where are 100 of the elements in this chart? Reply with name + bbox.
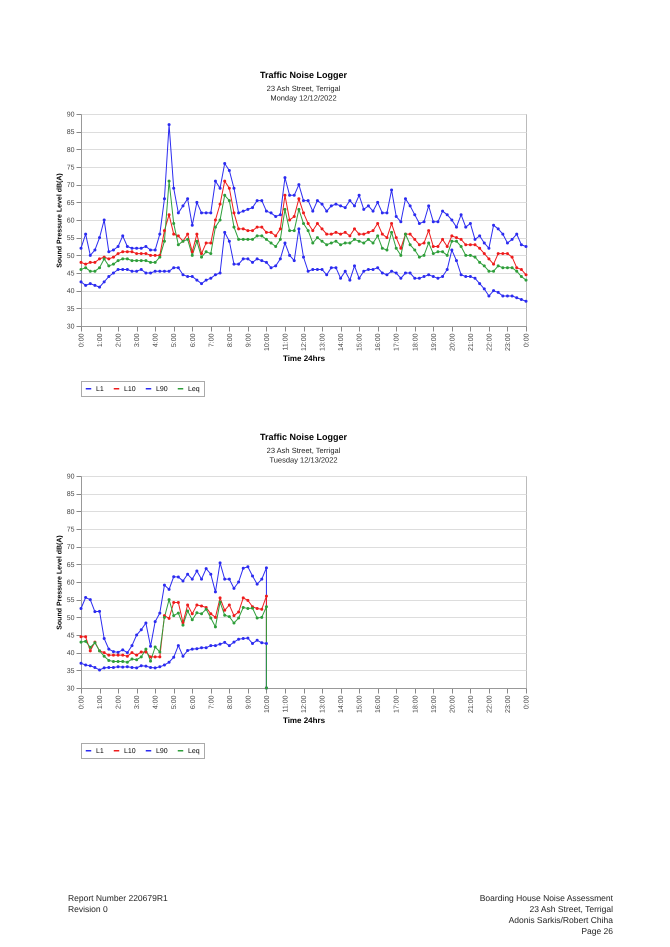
point: [176, 644, 180, 648]
point: [200, 578, 204, 581]
point: [168, 660, 171, 664]
point: [190, 648, 194, 651]
point: [195, 570, 198, 573]
point: [158, 650, 162, 654]
point: [80, 607, 82, 610]
point: [162, 584, 166, 587]
point: [168, 616, 171, 620]
point: [190, 618, 194, 622]
point: [107, 648, 110, 651]
point: [223, 640, 226, 644]
point: [237, 638, 240, 641]
point: [228, 615, 231, 618]
point: [214, 625, 217, 628]
point: [158, 665, 162, 668]
point: [204, 646, 208, 650]
point: [140, 650, 143, 654]
point: [209, 612, 212, 616]
point: [140, 628, 143, 632]
point: [112, 650, 115, 654]
point: [264, 594, 268, 598]
point: [246, 598, 250, 602]
point: [195, 611, 198, 614]
point: [195, 647, 198, 650]
point: [130, 666, 134, 670]
point: [242, 596, 245, 600]
point: [218, 600, 222, 604]
point: [135, 634, 138, 636]
point: [154, 666, 157, 670]
point: [195, 603, 198, 606]
point: [172, 600, 176, 604]
point: [264, 605, 268, 608]
point: [181, 654, 184, 658]
point: [200, 604, 204, 608]
point: [84, 640, 88, 643]
point: [126, 654, 129, 658]
point: [228, 644, 231, 648]
point: [186, 603, 190, 606]
point: [121, 660, 124, 663]
point: [172, 614, 176, 618]
chart-title: Traffic Noise Logger: [260, 70, 348, 80]
point: [260, 578, 264, 581]
point: [190, 578, 194, 581]
point: [121, 654, 124, 657]
point: [232, 586, 236, 590]
point: [246, 636, 250, 640]
point: [116, 654, 120, 657]
point: [223, 614, 226, 617]
point: [181, 621, 184, 624]
point: [93, 666, 96, 670]
point: [102, 651, 106, 654]
point: [232, 614, 236, 618]
point: [121, 648, 124, 652]
point: [246, 565, 250, 568]
point: [121, 666, 124, 669]
point: [242, 566, 245, 570]
point: [176, 576, 180, 579]
point: [200, 612, 204, 616]
point: [107, 666, 110, 670]
point: [88, 649, 92, 652]
point: [107, 658, 110, 662]
point: [80, 662, 82, 665]
point: [102, 666, 106, 670]
point: [144, 650, 148, 654]
point: [135, 666, 138, 670]
point: [256, 616, 259, 620]
point: [223, 608, 226, 612]
point: [93, 610, 96, 614]
text: 23 Ash Street, Terrigal: [528, 904, 613, 915]
point: [144, 621, 148, 624]
point: [214, 616, 217, 619]
point: [256, 638, 259, 642]
point: [237, 580, 240, 584]
point: [130, 658, 134, 661]
point: [158, 612, 162, 615]
chart-title: Traffic Noise Logger: [260, 432, 348, 442]
point: [149, 655, 152, 658]
point: [218, 642, 222, 646]
point: [162, 664, 166, 667]
point: [237, 616, 240, 620]
point: [237, 610, 240, 614]
point: [154, 620, 157, 624]
point: [209, 644, 212, 648]
point: [218, 596, 222, 600]
point: [84, 596, 88, 600]
text: Boarding House Noise Assessment: [480, 893, 613, 904]
point: [107, 654, 110, 657]
point: [130, 644, 134, 648]
point: [112, 654, 115, 657]
point: [256, 607, 259, 610]
point: [158, 655, 162, 658]
point: [84, 664, 88, 667]
point: [209, 616, 212, 620]
x-axis-title: Time 24hrs: [282, 354, 326, 364]
point: [126, 651, 129, 654]
point: [112, 660, 115, 663]
point: [176, 612, 180, 615]
point: [260, 608, 264, 611]
point: [116, 665, 120, 668]
